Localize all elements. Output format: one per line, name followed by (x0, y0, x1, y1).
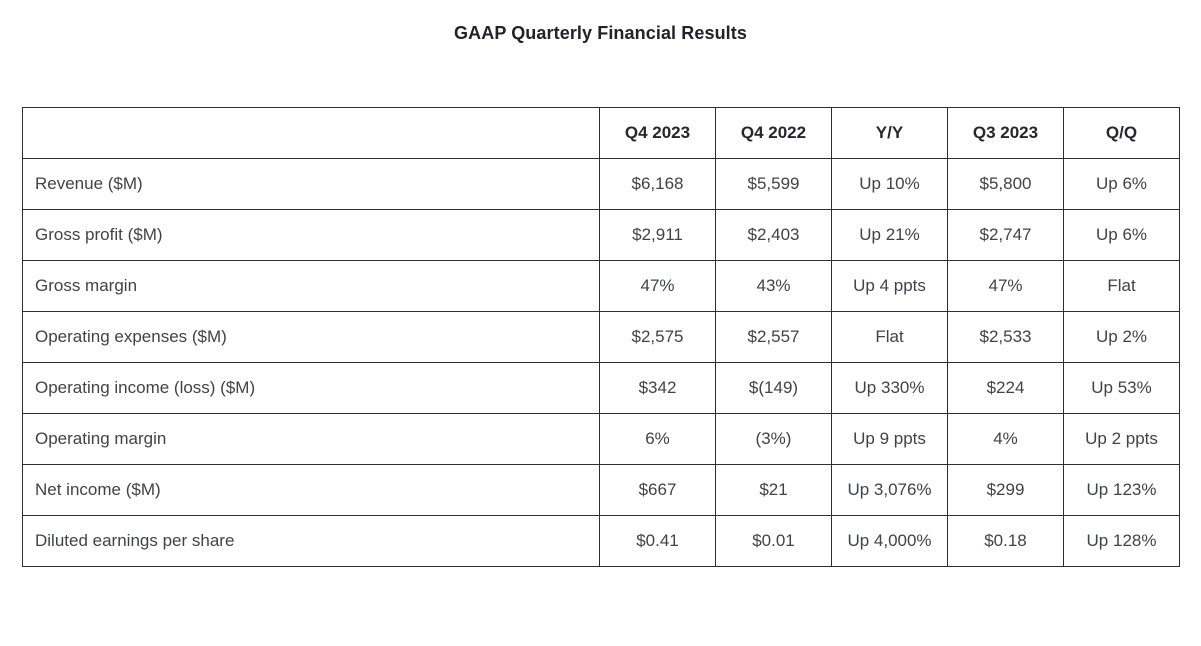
row-label: Operating margin (22, 413, 600, 465)
table-row: Gross profit ($M) $2,911 $2,403 Up 21% $2,74… (22, 209, 1180, 261)
value-cell: Up 2% (1063, 311, 1180, 363)
value-cell: $5,800 (947, 158, 1064, 210)
table-row: Operating expenses ($M) $2,575 $2,557 Flat $… (22, 311, 1180, 363)
value-cell: $21 (715, 464, 832, 516)
row-label: Revenue ($M) (22, 158, 600, 210)
value-cell: Up 330% (831, 362, 948, 414)
value-cell: (3%) (715, 413, 832, 465)
value-cell: Up 3,076% (831, 464, 948, 516)
value-cell: $2,747 (947, 209, 1064, 261)
column-header: Q4 2022 (715, 107, 832, 159)
value-cell: $667 (599, 464, 716, 516)
table-row: Revenue ($M) $6,168 $5,599 Up 10% $5,800 Up 6… (22, 158, 1180, 210)
value-cell: Up 2 ppts (1063, 413, 1180, 465)
value-cell: $299 (947, 464, 1064, 516)
value-cell: 43% (715, 260, 832, 312)
value-cell: $224 (947, 362, 1064, 414)
value-cell: $2,533 (947, 311, 1064, 363)
value-cell: $0.18 (947, 515, 1064, 567)
column-header: Y/Y (831, 107, 948, 159)
table-header: Q4 2023 Q4 2022 Y/Y Q3 2023 Q/Q (22, 107, 1180, 159)
column-header: Q4 2023 (599, 107, 716, 159)
value-cell: $5,599 (715, 158, 832, 210)
value-cell: Up 9 ppts (831, 413, 948, 465)
value-cell: $0.41 (599, 515, 716, 567)
table-row: Gross margin 47% 43% Up 4 ppts 47% Flat (22, 260, 1180, 312)
table-row: Net income ($M) $667 $21 Up 3,076% $299 Up 12… (22, 464, 1180, 516)
value-cell: $2,575 (599, 311, 716, 363)
gaap-quarterly-results-table: Q4 2023 Q4 2022 Y/Y Q3 2023 Q/Q Revenue ($M)… (22, 107, 1180, 567)
value-cell: Up 10% (831, 158, 948, 210)
value-cell: 6% (599, 413, 716, 465)
column-header: Q/Q (1063, 107, 1180, 159)
table-row: Diluted earnings per share $0.41 $0.01 Up 4… (22, 515, 1180, 567)
row-label: Operating expenses ($M) (22, 311, 600, 363)
value-cell: $6,168 (599, 158, 716, 210)
row-label: Gross profit ($M) (22, 209, 600, 261)
row-label: Operating income (loss) ($M) (22, 362, 600, 414)
value-cell: $2,403 (715, 209, 832, 261)
header-row: Q4 2023 Q4 2022 Y/Y Q3 2023 Q/Q (22, 107, 1180, 159)
value-cell: Up 6% (1063, 209, 1180, 261)
value-cell: Up 128% (1063, 515, 1180, 567)
value-cell: 47% (947, 260, 1064, 312)
row-label: Gross margin (22, 260, 600, 312)
value-cell: Up 4,000% (831, 515, 948, 567)
table-row: Operating income (loss) ($M) $342 $(149) Up… (22, 362, 1180, 414)
value-cell: Up 4 ppts (831, 260, 948, 312)
value-cell: $342 (599, 362, 716, 414)
value-cell: $2,911 (599, 209, 716, 261)
value-cell: Up 21% (831, 209, 948, 261)
value-cell: Flat (1063, 260, 1180, 312)
page-title: GAAP Quarterly Financial Results (454, 23, 747, 43)
row-label: Diluted earnings per share (22, 515, 600, 567)
value-cell: $2,557 (715, 311, 832, 363)
value-cell: 4% (947, 413, 1064, 465)
value-cell: 47% (599, 260, 716, 312)
table-body: Revenue ($M) $6,168 $5,599 Up 10% $5,800 Up 6… (22, 158, 1180, 567)
value-cell: Flat (831, 311, 948, 363)
column-header: Q3 2023 (947, 107, 1064, 159)
value-cell: $(149) (715, 362, 832, 414)
value-cell: Up 53% (1063, 362, 1180, 414)
corner-cell (22, 107, 600, 159)
row-label: Net income ($M) (22, 464, 600, 516)
table-row: Operating margin 6% (3%) Up 9 ppts 4% Up 2 pp… (22, 413, 1180, 465)
value-cell: $0.01 (715, 515, 832, 567)
value-cell: Up 123% (1063, 464, 1180, 516)
value-cell: Up 6% (1063, 158, 1180, 210)
